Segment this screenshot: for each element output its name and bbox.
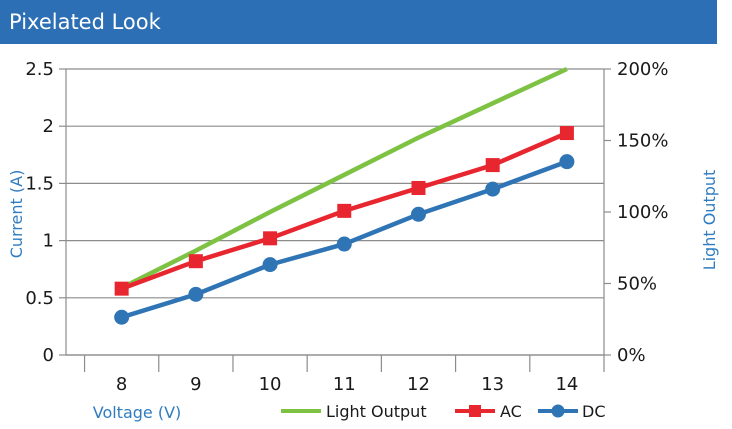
dc-point xyxy=(262,257,278,273)
ac-point xyxy=(114,281,129,296)
dc-point xyxy=(188,286,204,302)
light-output-line xyxy=(120,66,568,290)
x-tick-label: 13 xyxy=(481,374,504,395)
legend: Light Output AC DC xyxy=(281,402,606,421)
y-tick-label: 2.5 xyxy=(25,59,54,80)
y-tick-label: 2 xyxy=(43,116,54,137)
y2-tick-label: 100% xyxy=(617,202,668,223)
x-tick-label: 12 xyxy=(407,374,430,395)
ac-point xyxy=(263,231,278,246)
ac-point xyxy=(188,254,203,269)
ac-point xyxy=(485,158,500,173)
legend-ac-marker xyxy=(469,405,481,417)
legend-dc-label: DC xyxy=(582,402,606,421)
chart-header: Pixelated Look xyxy=(0,0,717,44)
dc-point xyxy=(559,154,575,170)
ac-point xyxy=(411,180,426,195)
y-tick-label: 1.5 xyxy=(25,173,54,194)
dc-point xyxy=(114,309,130,325)
y-tick-label: 1 xyxy=(43,231,54,252)
x-tick-label: 10 xyxy=(259,374,282,395)
dc-point xyxy=(485,181,501,197)
x-tick-label: 14 xyxy=(555,374,578,395)
x-tick-label: 8 xyxy=(116,374,127,395)
x-tick-label: 11 xyxy=(333,374,356,395)
legend-ac-label: AC xyxy=(500,402,522,421)
x-axis-title: Voltage (V) xyxy=(93,403,182,422)
y2-tick-label: 50% xyxy=(617,274,657,295)
y2-tick-label: 150% xyxy=(617,131,668,152)
ac-point xyxy=(559,126,574,141)
legend-light-output-label: Light Output xyxy=(326,402,427,421)
chart-title: Pixelated Look xyxy=(9,10,161,34)
y-tick-label: 0 xyxy=(43,345,54,366)
ac-point xyxy=(337,203,352,218)
y2-tick-label: 200% xyxy=(617,59,668,80)
y2-tick-label: 0% xyxy=(617,345,646,366)
y2-axis-title: Light Output xyxy=(700,170,719,271)
dc-point xyxy=(410,206,426,222)
legend-dc-marker xyxy=(551,404,565,418)
dc-point xyxy=(336,236,352,252)
y-axis-title: Current (A) xyxy=(7,170,26,259)
y-tick-label: 0.5 xyxy=(25,288,54,309)
x-tick-label: 9 xyxy=(190,374,201,395)
